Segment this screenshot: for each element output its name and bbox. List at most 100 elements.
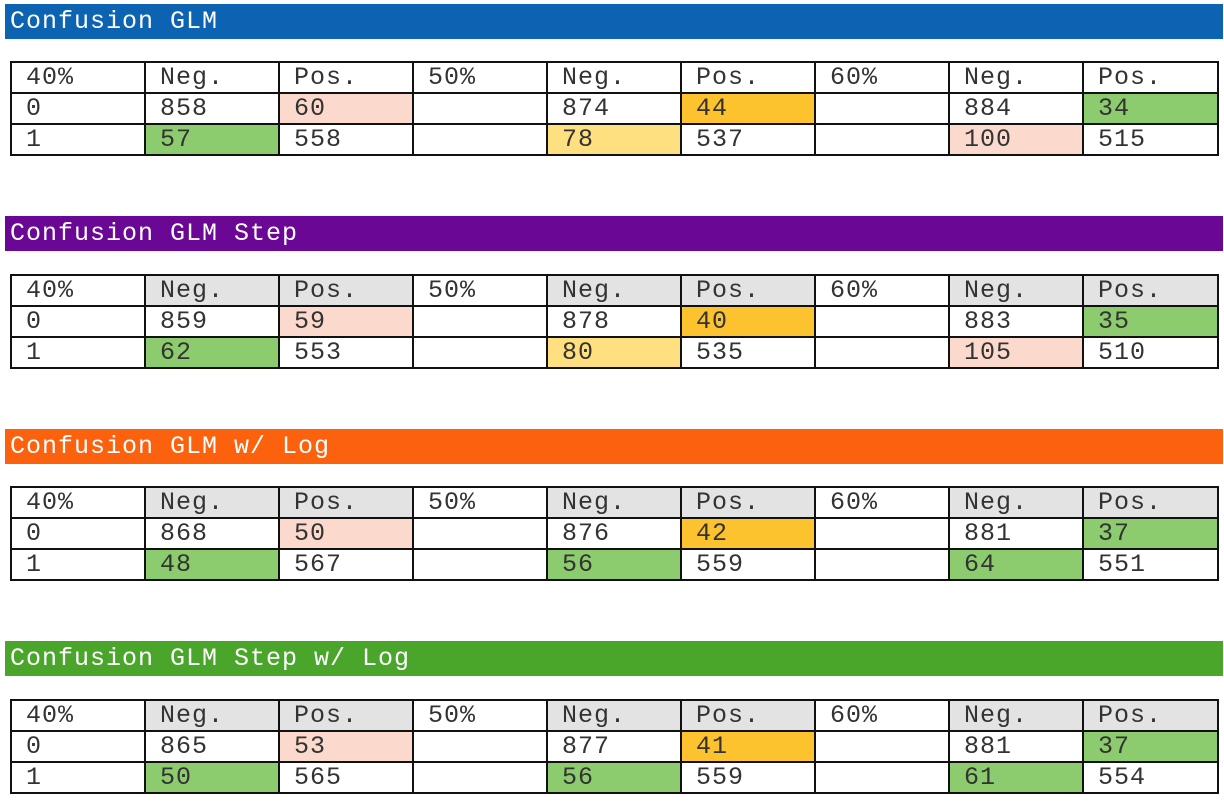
table-row: 1 62 553 80 535 105 510 bbox=[10, 336, 1219, 369]
cell-highlight: 48 bbox=[144, 548, 280, 581]
cell-highlight: 80 bbox=[546, 336, 682, 369]
row-label: 1 bbox=[10, 336, 146, 369]
cell: 553 bbox=[278, 336, 414, 369]
cell bbox=[814, 761, 950, 794]
pos-header: Pos. bbox=[680, 486, 816, 519]
cell: 559 bbox=[680, 548, 816, 581]
cell-highlight: 60 bbox=[278, 92, 414, 125]
cell: 510 bbox=[1082, 336, 1219, 369]
cell: 868 bbox=[144, 517, 280, 550]
cell-highlight: 78 bbox=[546, 123, 682, 156]
table-row: 1 50 565 56 559 61 554 bbox=[10, 761, 1219, 794]
pos-header: Pos. bbox=[278, 699, 414, 732]
section-title: Confusion GLM bbox=[5, 4, 1223, 39]
table-row: 0 868 50 876 42 881 37 bbox=[10, 517, 1219, 550]
row-label: 0 bbox=[10, 730, 146, 763]
pos-header: Pos. bbox=[278, 274, 414, 307]
row-label: 1 bbox=[10, 761, 146, 794]
cell-highlight: 42 bbox=[680, 517, 816, 550]
neg-header: Neg. bbox=[948, 61, 1084, 94]
section-title: Confusion GLM Step w/ Log bbox=[5, 641, 1223, 676]
threshold-40-label: 40% bbox=[10, 486, 146, 519]
section-title: Confusion GLM Step bbox=[5, 216, 1223, 251]
cell: 881 bbox=[948, 730, 1084, 763]
cell bbox=[412, 730, 548, 763]
neg-header: Neg. bbox=[546, 61, 682, 94]
cell-highlight: 44 bbox=[680, 92, 816, 125]
confusion-table: 40% Neg. Pos. 50% Neg. Pos. 60% Neg. Pos… bbox=[10, 699, 1219, 794]
pos-header: Pos. bbox=[1082, 699, 1219, 732]
cell: 858 bbox=[144, 92, 280, 125]
threshold-40-label: 40% bbox=[10, 274, 146, 307]
cell: 876 bbox=[546, 517, 682, 550]
neg-header: Neg. bbox=[948, 486, 1084, 519]
neg-header: Neg. bbox=[144, 699, 280, 732]
cell: 515 bbox=[1082, 123, 1219, 156]
cell: 865 bbox=[144, 730, 280, 763]
row-label: 0 bbox=[10, 517, 146, 550]
threshold-50-label: 50% bbox=[412, 699, 548, 732]
cell-highlight: 37 bbox=[1082, 730, 1219, 763]
cell-highlight: 56 bbox=[546, 761, 682, 794]
cell bbox=[412, 123, 548, 156]
cell bbox=[412, 517, 548, 550]
table-header-row: 40% Neg. Pos. 50% Neg. Pos. 60% Neg. Pos… bbox=[10, 699, 1219, 732]
pos-header: Pos. bbox=[680, 274, 816, 307]
threshold-60-label: 60% bbox=[814, 486, 950, 519]
cell-highlight: 59 bbox=[278, 305, 414, 338]
cell-highlight: 62 bbox=[144, 336, 280, 369]
cell bbox=[412, 305, 548, 338]
cell: 551 bbox=[1082, 548, 1219, 581]
cell-highlight: 40 bbox=[680, 305, 816, 338]
neg-header: Neg. bbox=[546, 274, 682, 307]
pos-header: Pos. bbox=[1082, 61, 1219, 94]
cell-highlight: 100 bbox=[948, 123, 1084, 156]
cell: 559 bbox=[680, 761, 816, 794]
row-label: 1 bbox=[10, 123, 146, 156]
pos-header: Pos. bbox=[1082, 274, 1219, 307]
cell-highlight: 37 bbox=[1082, 517, 1219, 550]
cell: 558 bbox=[278, 123, 414, 156]
cell: 881 bbox=[948, 517, 1084, 550]
threshold-40-label: 40% bbox=[10, 61, 146, 94]
cell: 537 bbox=[680, 123, 816, 156]
threshold-50-label: 50% bbox=[412, 274, 548, 307]
threshold-40-label: 40% bbox=[10, 699, 146, 732]
neg-header: Neg. bbox=[546, 486, 682, 519]
pos-header: Pos. bbox=[278, 61, 414, 94]
cell-highlight: 35 bbox=[1082, 305, 1219, 338]
cell: 878 bbox=[546, 305, 682, 338]
cell bbox=[814, 123, 950, 156]
cell: 883 bbox=[948, 305, 1084, 338]
cell bbox=[412, 92, 548, 125]
confusion-table: 40% Neg. Pos. 50% Neg. Pos. 60% Neg. Pos… bbox=[10, 61, 1219, 156]
neg-header: Neg. bbox=[144, 486, 280, 519]
cell bbox=[814, 730, 950, 763]
cell-highlight: 64 bbox=[948, 548, 1084, 581]
confusion-table: 40% Neg. Pos. 50% Neg. Pos. 60% Neg. Pos… bbox=[10, 274, 1219, 369]
row-label: 0 bbox=[10, 92, 146, 125]
cell-highlight: 34 bbox=[1082, 92, 1219, 125]
threshold-60-label: 60% bbox=[814, 274, 950, 307]
neg-header: Neg. bbox=[144, 274, 280, 307]
cell: 535 bbox=[680, 336, 816, 369]
cell-highlight: 61 bbox=[948, 761, 1084, 794]
cell bbox=[814, 336, 950, 369]
cell bbox=[412, 548, 548, 581]
neg-header: Neg. bbox=[948, 699, 1084, 732]
pos-header: Pos. bbox=[1082, 486, 1219, 519]
threshold-60-label: 60% bbox=[814, 699, 950, 732]
cell: 567 bbox=[278, 548, 414, 581]
table-row: 0 859 59 878 40 883 35 bbox=[10, 305, 1219, 338]
row-label: 1 bbox=[10, 548, 146, 581]
confusion-table: 40% Neg. Pos. 50% Neg. Pos. 60% Neg. Pos… bbox=[10, 486, 1219, 581]
section-title: Confusion GLM w/ Log bbox=[5, 429, 1223, 464]
cell-highlight: 57 bbox=[144, 123, 280, 156]
table-row: 1 48 567 56 559 64 551 bbox=[10, 548, 1219, 581]
threshold-50-label: 50% bbox=[412, 61, 548, 94]
neg-header: Neg. bbox=[144, 61, 280, 94]
table-header-row: 40% Neg. Pos. 50% Neg. Pos. 60% Neg. Pos… bbox=[10, 274, 1219, 307]
neg-header: Neg. bbox=[948, 274, 1084, 307]
threshold-50-label: 50% bbox=[412, 486, 548, 519]
cell bbox=[814, 92, 950, 125]
